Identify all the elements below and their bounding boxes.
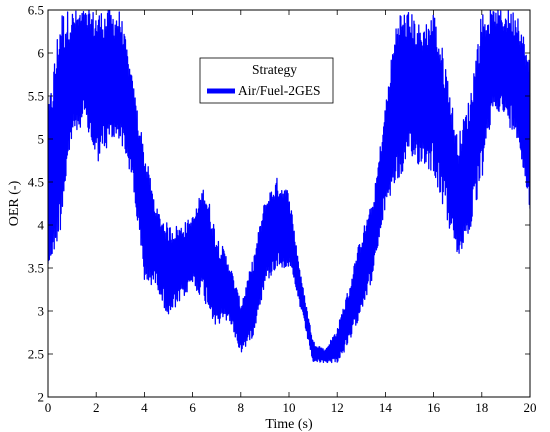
- x-tick-label: 6: [189, 400, 196, 415]
- y-tick-label: 4.5: [28, 175, 44, 190]
- x-tick-label: 4: [141, 400, 148, 415]
- x-axis-label: Time (s): [265, 417, 313, 432]
- x-tick-label: 8: [238, 400, 245, 415]
- x-tick-label: 12: [331, 400, 344, 415]
- series-line-air-fuel-2ges: [48, 10, 530, 364]
- y-tick-label: 6.5: [28, 3, 44, 18]
- y-tick-label: 5.5: [28, 89, 44, 104]
- legend-entry-air-fuel-2ges: Air/Fuel-2GES: [238, 83, 321, 98]
- y-tick-label: 2.5: [28, 347, 44, 362]
- x-tick-label: 10: [283, 400, 296, 415]
- x-tick-label: 18: [475, 400, 488, 415]
- y-tick-label: 6: [38, 46, 45, 61]
- legend-box: [199, 57, 334, 104]
- y-tick-label: 3: [38, 304, 45, 319]
- legend: Strategy Air/Fuel-2GES: [199, 57, 334, 104]
- plot-layer: [48, 10, 530, 364]
- y-tick-label: 4: [38, 218, 45, 233]
- legend-title: Strategy: [252, 62, 297, 77]
- x-tick-label: 14: [379, 400, 393, 415]
- x-tick-label: 2: [93, 400, 100, 415]
- x-tick-label: 16: [427, 400, 441, 415]
- y-tick-label: 5: [38, 132, 45, 147]
- y-tick-label: 2: [38, 390, 45, 405]
- y-tick-label: 3.5: [28, 261, 44, 276]
- x-tick-label: 20: [524, 400, 537, 415]
- y-axis-label: OER (-): [7, 180, 22, 226]
- x-tick-label: 0: [45, 400, 52, 415]
